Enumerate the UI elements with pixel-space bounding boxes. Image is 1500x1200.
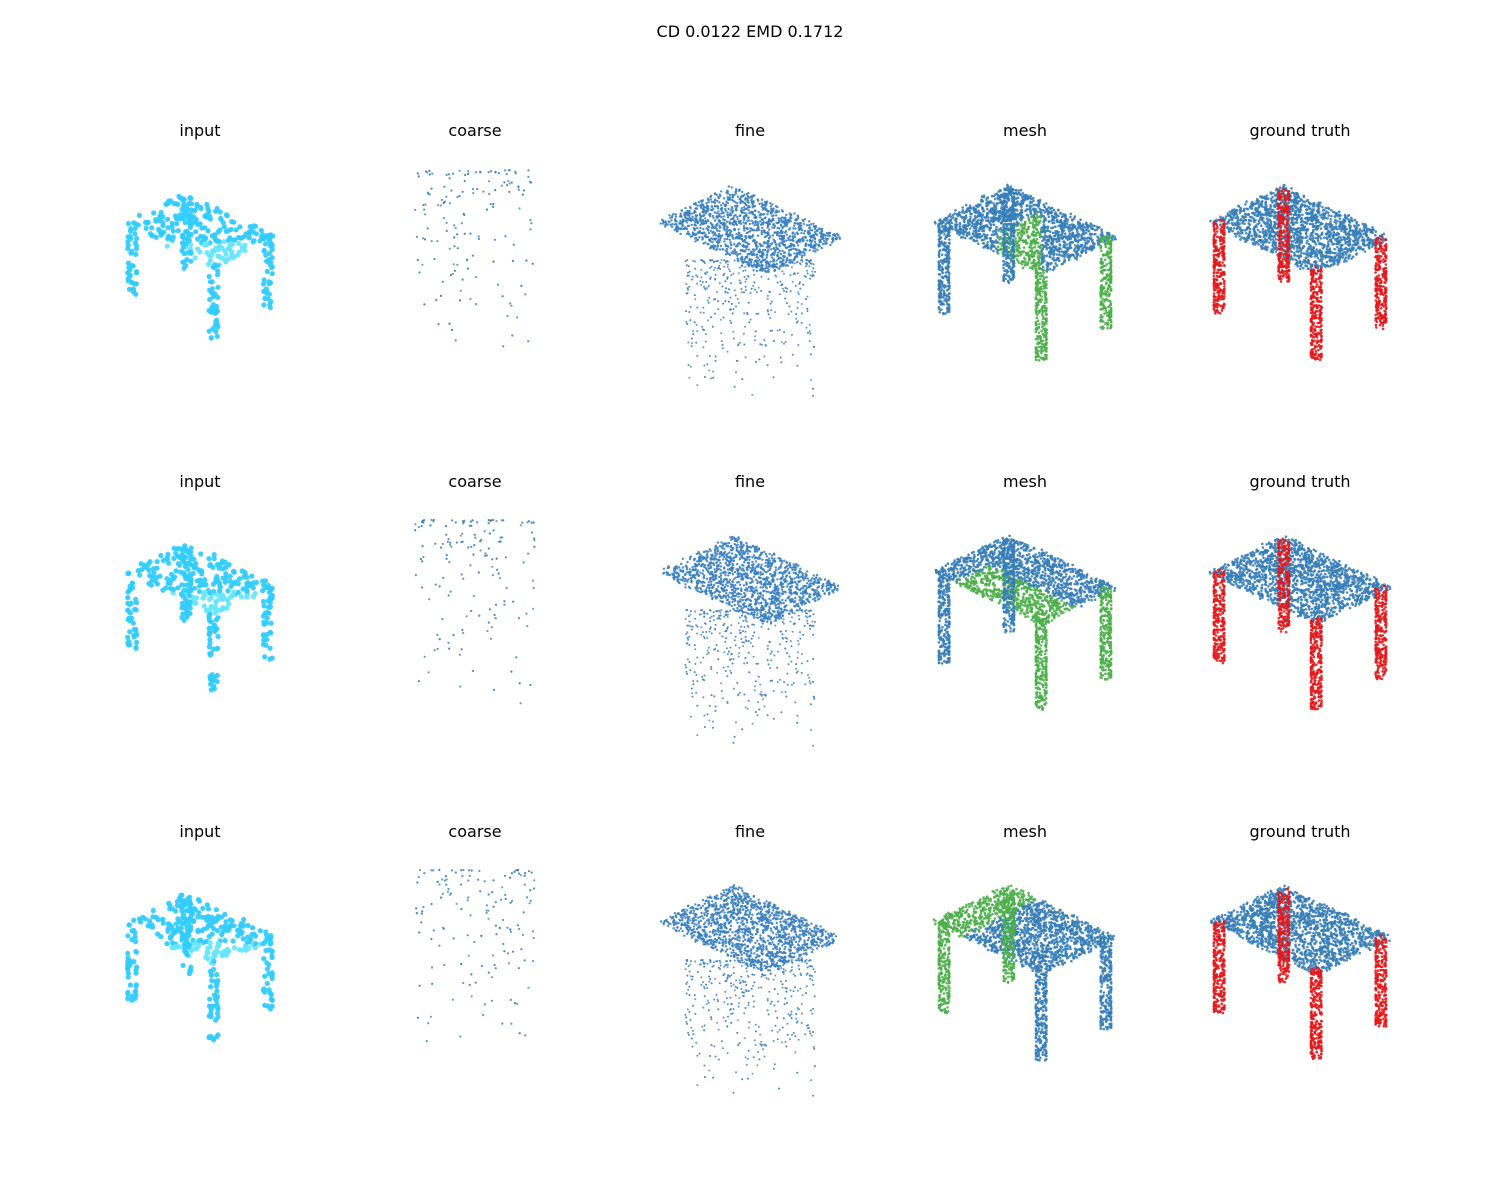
panel-title: fine	[630, 822, 870, 841]
panel-input-1	[125, 193, 276, 341]
panel-title: ground truth	[1180, 822, 1420, 841]
panel-title: mesh	[905, 822, 1145, 841]
panel-title: input	[80, 121, 320, 140]
panel-title: mesh	[905, 472, 1145, 491]
panel-title: coarse	[355, 822, 595, 841]
panel-fine-2	[662, 535, 840, 747]
panel-title: input	[80, 472, 320, 491]
figure-title: CD 0.0122 EMD 0.1712	[0, 22, 1500, 41]
panel-mesh-2	[934, 534, 1117, 711]
panel-title: fine	[630, 121, 870, 140]
panel-title: fine	[630, 472, 870, 491]
panel-title: input	[80, 822, 320, 841]
panel-gt-1	[1209, 183, 1388, 362]
panel-mesh-1	[933, 183, 1117, 362]
panel-title: ground truth	[1180, 121, 1420, 140]
panel-fine-3	[659, 884, 838, 1097]
panel-mesh-3	[932, 884, 1115, 1062]
panel-input-2	[125, 543, 275, 693]
panel-gt-2	[1208, 535, 1392, 711]
panel-title: coarse	[355, 121, 595, 140]
panel-coarse-2	[414, 518, 536, 705]
panel-title: mesh	[905, 121, 1145, 140]
panel-input-3	[125, 892, 275, 1043]
panel-coarse-1	[414, 169, 534, 348]
panel-fine-1	[659, 185, 842, 397]
panel-coarse-3	[415, 868, 536, 1043]
panel-title: ground truth	[1180, 472, 1420, 491]
panel-title: coarse	[355, 472, 595, 491]
panel-gt-3	[1210, 884, 1391, 1061]
